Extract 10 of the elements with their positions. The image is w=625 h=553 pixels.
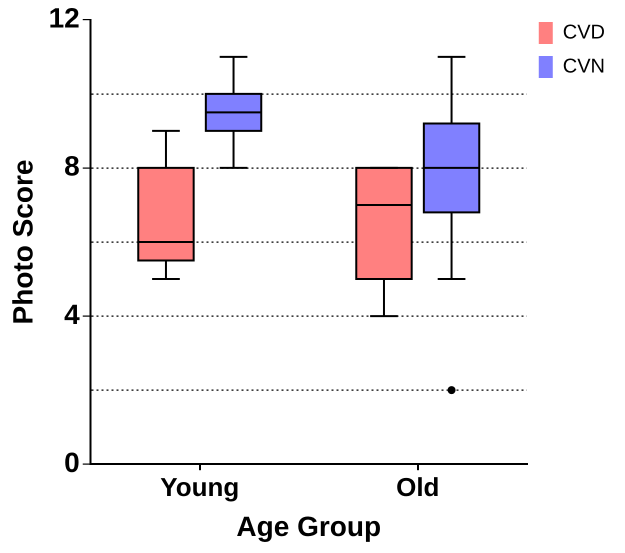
x-tick-label: Young [160, 472, 240, 502]
legend-label: CVN [562, 56, 606, 78]
x-axis-title: Age Group [236, 510, 382, 542]
x-tick-label: Old [396, 472, 440, 502]
y-axis-title: Photo Score [8, 160, 39, 324]
legend-label: CVD [562, 22, 606, 44]
y-tick-label: 12 [48, 2, 80, 34]
y-tick-label: 0 [64, 446, 80, 478]
y-tick-label: 8 [64, 150, 80, 182]
y-tick-label: 4 [64, 298, 80, 330]
